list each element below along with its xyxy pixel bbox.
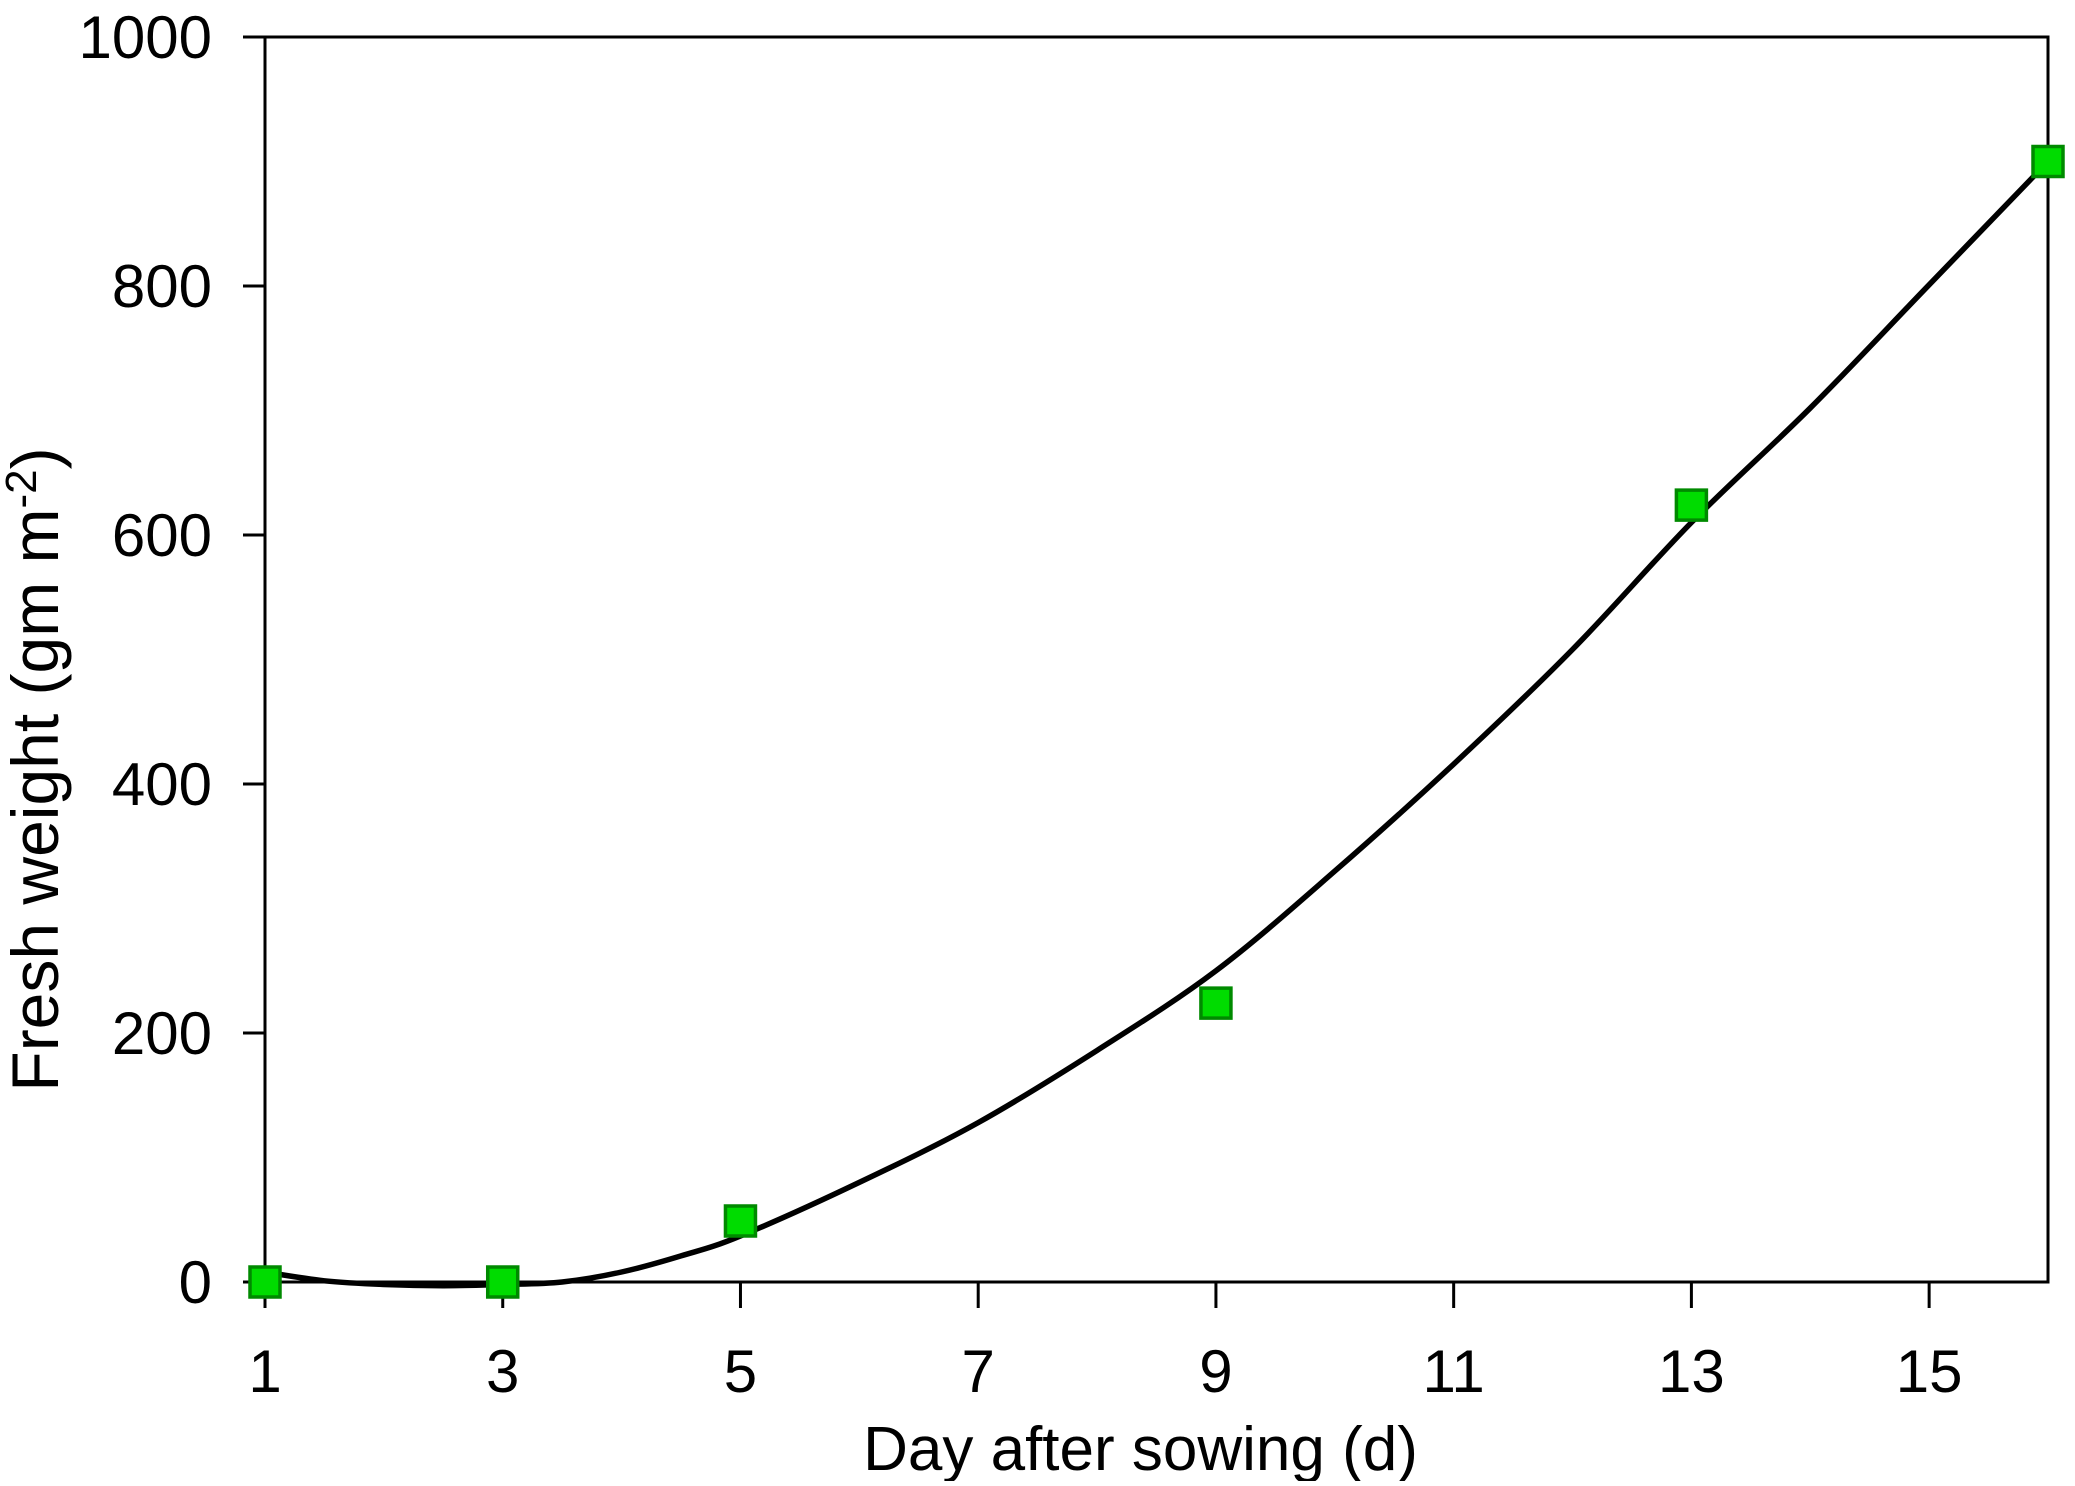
- x-axis-title: Day after sowing (d): [863, 1415, 1418, 1481]
- y-tick-label: 1000: [79, 4, 212, 71]
- data-point-marker: [485, 1265, 520, 1299]
- data-point-marker: [1199, 986, 1233, 1020]
- y-tick-label: 400: [112, 751, 212, 818]
- fit-curve: [262, 158, 2051, 1289]
- data-point-marker: [1674, 488, 1709, 522]
- x-tick-label: 9: [1199, 1338, 1232, 1405]
- y-axis-title: Fresh weight (gm m-2): [0, 447, 72, 1091]
- data-point-marker: [248, 1265, 282, 1299]
- y-tick-label: 800: [112, 253, 212, 320]
- x-tick-label: 3: [486, 1338, 519, 1405]
- data-point-marker: [2031, 144, 2065, 179]
- y-tick-label: 0: [179, 1249, 212, 1316]
- x-tick-label: 15: [1896, 1338, 1963, 1405]
- y-tick-label: 600: [112, 502, 212, 569]
- x-tick-label: 1: [248, 1338, 281, 1405]
- plot-frame: [263, 35, 2050, 1284]
- x-tick-label: 5: [724, 1338, 757, 1405]
- data-point-marker: [723, 1204, 758, 1238]
- x-tick-label: 13: [1658, 1338, 1725, 1405]
- x-tick-label: 7: [962, 1338, 995, 1405]
- y-tick-label: 200: [112, 1000, 212, 1067]
- x-tick-label: 11: [1423, 1338, 1485, 1405]
